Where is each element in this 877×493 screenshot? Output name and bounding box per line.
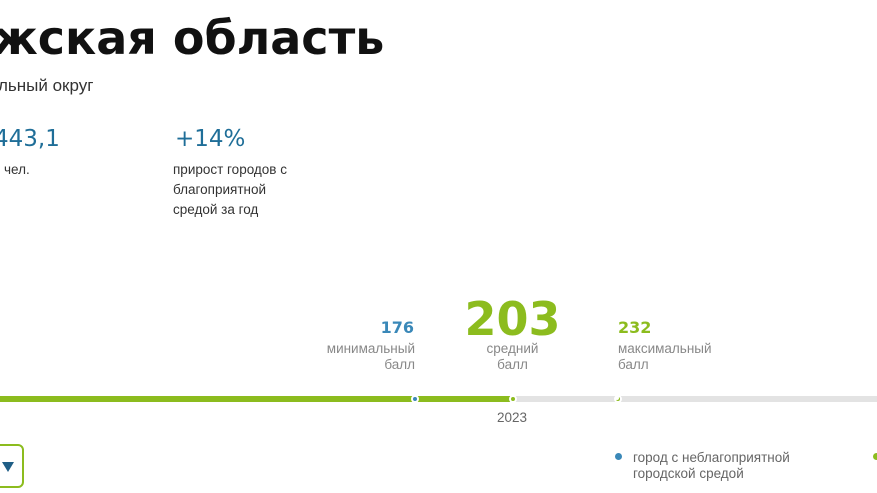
max-score-label: максимальный балл <box>618 341 748 373</box>
min-score-label: минимальный балл <box>300 341 415 373</box>
year-dropdown-button[interactable] <box>0 444 24 488</box>
avg-score-label-line2: балл <box>497 357 528 372</box>
avg-score-label: средний балл <box>455 341 570 373</box>
max-score-label-line1: максимальный <box>618 341 712 356</box>
legend-unfavorable-line2: городской средой <box>633 466 744 481</box>
favorable-city-dot-icon <box>873 453 877 460</box>
region-title: жская область <box>0 11 385 65</box>
legend-unfavorable: город с неблагоприятной городской средой <box>633 450 790 482</box>
timeline-avg-marker[interactable] <box>509 395 517 403</box>
growth-label: прирост городов с благоприятной средой з… <box>173 162 287 217</box>
min-score-label-line1: минимальный <box>326 341 415 356</box>
min-score-label-line2: балл <box>384 357 415 372</box>
chevron-down-icon <box>2 462 14 472</box>
max-score-value: 232 <box>618 318 652 337</box>
avg-score-value: 203 <box>464 292 561 346</box>
avg-score-label-line1: средний <box>486 341 539 356</box>
timeline-max-marker[interactable] <box>614 395 622 403</box>
timeline-track[interactable] <box>0 396 877 402</box>
legend-unfavorable-line1: город с неблагоприятной <box>633 450 790 465</box>
timeline-min-marker[interactable] <box>411 395 419 403</box>
min-score-value: 176 <box>380 318 414 337</box>
population-label: чел. <box>4 162 30 177</box>
max-score-label-line2: балл <box>618 357 649 372</box>
growth-value: +14% <box>175 126 246 152</box>
population-value: 443,1 <box>0 126 60 152</box>
unfavorable-city-dot-icon <box>615 453 622 460</box>
year-label: 2023 <box>496 410 528 425</box>
timeline-progress <box>0 396 514 402</box>
federal-district-label: льный округ <box>0 76 94 95</box>
